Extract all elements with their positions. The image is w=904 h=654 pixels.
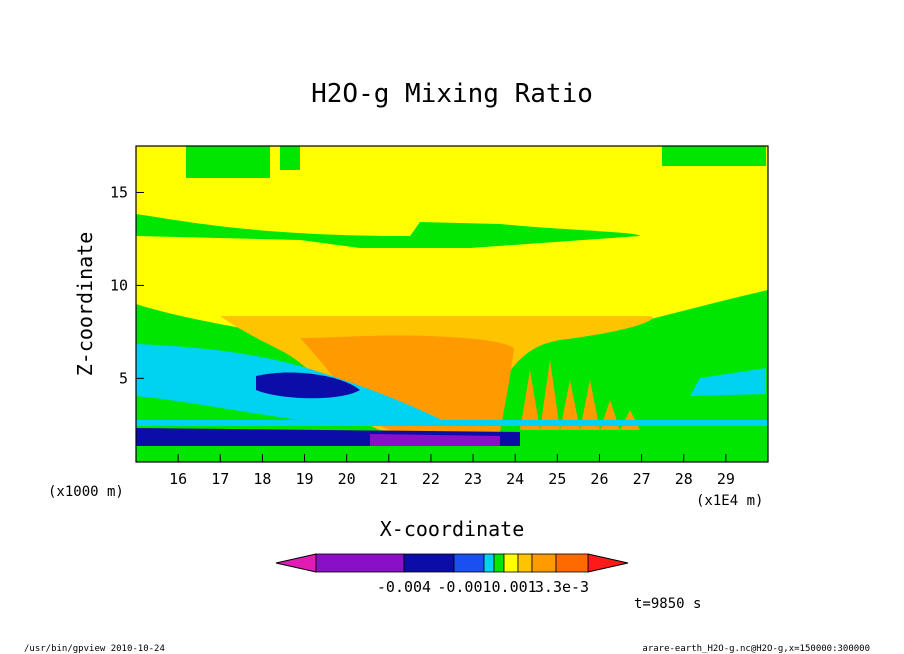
colorbar — [275, 553, 629, 573]
colorbar-left-arrow — [275, 553, 317, 573]
x-axis-label: X-coordinate — [380, 517, 525, 541]
x-tick-label: 26 — [590, 470, 608, 488]
y-axis-ticks: 5 10 15 — [110, 183, 144, 387]
plot-area — [135, 145, 769, 463]
x-tick-label: 18 — [253, 470, 271, 488]
region-cyan — [136, 344, 766, 424]
plot-frame — [135, 145, 769, 463]
x-tick-label: 20 — [338, 470, 356, 488]
y-tick-label: 15 — [110, 183, 128, 201]
colorbar-label: -0.004 — [377, 578, 431, 596]
x-tick-label: 17 — [211, 470, 229, 488]
y-tick-label: 10 — [110, 276, 128, 294]
x-tick-label: 25 — [548, 470, 566, 488]
colorbar-segment — [503, 553, 519, 573]
x-tick-label: 19 — [296, 470, 314, 488]
region-blue-blobs — [136, 372, 520, 448]
colorbar-segment — [483, 553, 495, 573]
time-label: t=9850 s — [634, 596, 701, 612]
colorbar-segment — [531, 553, 557, 573]
x-tick-label: 21 — [380, 470, 398, 488]
region-orange-spikes — [520, 360, 640, 430]
footer-left: /usr/bin/gpview 2010-10-24 — [24, 644, 165, 654]
x-tick-label: 29 — [717, 470, 735, 488]
colorbar-segment — [403, 553, 455, 573]
region-green-top — [136, 146, 766, 248]
y-axis-label: Z-coordinate — [73, 232, 97, 377]
colorbar-segment — [555, 553, 589, 573]
chart-title: H2O-g Mixing Ratio — [311, 79, 593, 109]
region-orange — [300, 335, 514, 438]
x-unit-left: (x1000 m) — [48, 484, 124, 500]
colorbar-right-arrow — [587, 553, 629, 573]
colorbar-segment — [315, 553, 405, 573]
footer-right: arare-earth_H2O-g.nc@H2O-g,x=150000:3000… — [642, 644, 870, 654]
x-tick-label: 22 — [422, 470, 440, 488]
x-tick-label: 23 — [464, 470, 482, 488]
colorbar-segment — [453, 553, 485, 573]
x-axis-ticks: 16 17 18 19 20 21 22 23 24 25 26 27 28 29 — [169, 454, 735, 488]
x-unit-right: (x1E4 m) — [696, 493, 763, 509]
x-tick-label: 27 — [633, 470, 651, 488]
y-tick-label: 5 — [119, 369, 128, 387]
colorbar-label: -0.0010.001 — [437, 578, 536, 596]
x-tick-label: 28 — [675, 470, 693, 488]
region-cyan-bottom — [136, 420, 768, 426]
colorbar-segment — [493, 553, 505, 573]
x-tick-label: 16 — [169, 470, 187, 488]
x-tick-label: 24 — [506, 470, 524, 488]
region-green-bottom — [136, 446, 768, 462]
colorbar-label: 3.3e-3 — [535, 578, 589, 596]
colorbar-segment — [517, 553, 533, 573]
